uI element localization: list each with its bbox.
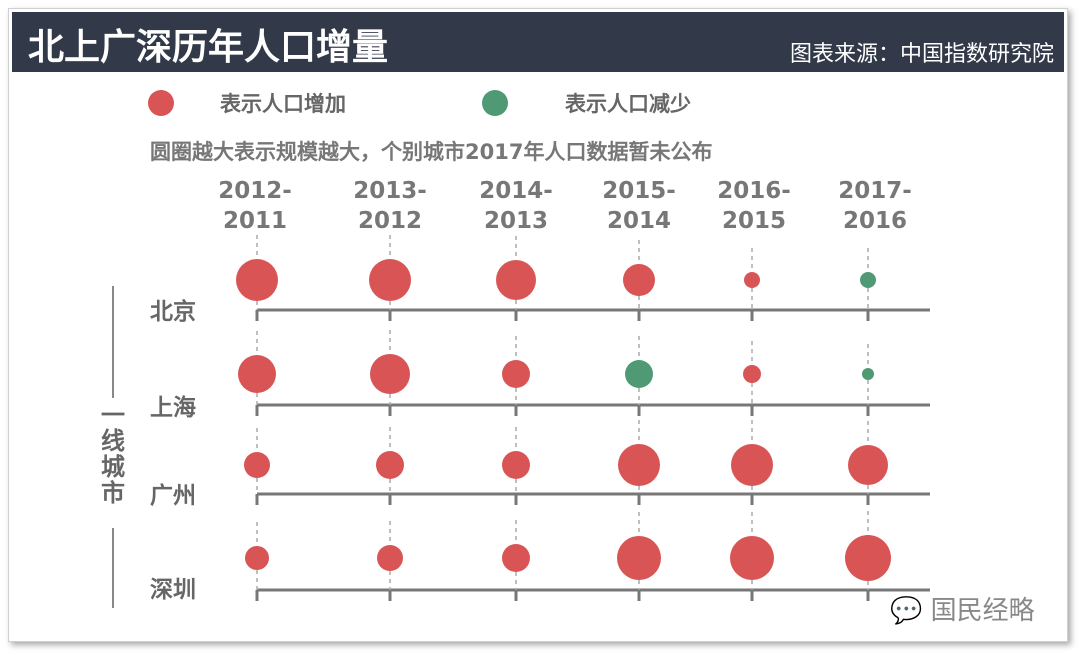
row-label-shenzhen: 深圳	[150, 577, 196, 603]
bubble-increase	[623, 264, 655, 296]
col-label: 2016- 2015	[709, 176, 799, 236]
legend-decrease-icon	[482, 90, 508, 116]
bubble-increase	[369, 259, 411, 301]
bubble-decrease	[860, 272, 876, 288]
bubble-increase	[496, 260, 536, 300]
bubble-decrease	[862, 368, 874, 380]
col-label-line: 2013	[483, 208, 548, 234]
col-label: 2014- 2013	[471, 176, 561, 236]
bubble-increase	[845, 535, 891, 581]
col-label-line: 2011	[222, 208, 287, 234]
col-label-line: 2013-	[353, 178, 427, 204]
chart-title: 北上广深历年人口增量	[28, 27, 389, 68]
chart-note: 圆圈越大表示规模越大，个别城市2017年人口数据暂未公布	[150, 140, 713, 164]
col-label: 2015- 2014	[594, 176, 684, 236]
header-bar: 北上广深历年人口增量 图表来源：中国指数研究院	[12, 12, 1064, 72]
row-label-beijing: 北京	[150, 299, 196, 325]
group-bracket-line	[112, 528, 114, 608]
group-bracket-line	[112, 286, 114, 398]
bubble-increase	[502, 544, 530, 572]
source-label: 图表来源：中国指数研究院	[789, 42, 1054, 67]
bubble-increase	[743, 365, 761, 383]
legend-increase: 表示人口增加	[220, 92, 346, 116]
col-label: 2012- 2011	[210, 176, 300, 236]
col-label-line: 2014	[606, 208, 671, 234]
col-label-line: 2012-	[218, 178, 292, 204]
col-label: 2017- 2016	[830, 176, 920, 236]
bubble-increase	[744, 272, 760, 288]
bubble-increase	[377, 545, 403, 571]
row-label-shanghai: 上海	[150, 395, 196, 421]
col-label-line: 2014-	[479, 178, 553, 204]
bubble-increase	[370, 354, 410, 394]
col-label-line: 2016	[842, 208, 907, 234]
bubble-increase	[502, 451, 530, 479]
bubble-increase	[245, 546, 269, 570]
bubble-increase	[376, 451, 404, 479]
bubble-increase	[617, 536, 661, 580]
col-label-line: 2015-	[602, 178, 676, 204]
watermark-text: 国民经略	[930, 596, 1035, 626]
col-label-line: 2015	[721, 208, 786, 234]
bubble-increase	[848, 445, 888, 485]
bubble-increase	[236, 259, 278, 301]
watermark: 💬 国民经略	[890, 590, 1035, 627]
bubble-increase	[244, 452, 270, 478]
legend-increase-icon	[148, 90, 174, 116]
row-label-guangzhou: 广州	[150, 483, 196, 509]
bubble-increase	[502, 360, 530, 388]
bubble-increase	[731, 444, 773, 486]
legend-decrease: 表示人口减少	[565, 92, 691, 116]
bubble-increase	[730, 536, 774, 580]
bubble-decrease	[625, 360, 653, 388]
group-label: 一线城市	[101, 401, 125, 507]
bubble-increase	[238, 355, 276, 393]
col-label-line: 2016-	[717, 178, 791, 204]
col-label-line: 2012	[357, 208, 422, 234]
bubble-increase	[618, 444, 660, 486]
wechat-icon: 💬	[890, 596, 923, 626]
col-label-line: 2017-	[838, 178, 912, 204]
frame	[8, 8, 1068, 642]
col-label: 2013- 2012	[345, 176, 435, 236]
